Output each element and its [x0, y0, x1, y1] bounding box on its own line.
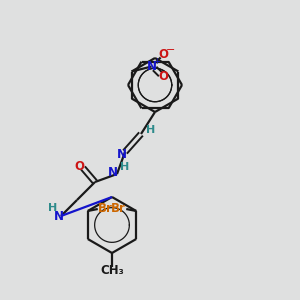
Text: −: − [166, 46, 175, 56]
Text: O: O [74, 160, 84, 172]
Text: O: O [159, 48, 169, 61]
Text: H: H [120, 162, 130, 172]
Text: O: O [159, 70, 169, 83]
Text: N: N [147, 60, 157, 73]
Text: Br: Br [111, 202, 126, 214]
Text: H: H [146, 125, 156, 135]
Text: N: N [54, 209, 64, 223]
Text: CH₃: CH₃ [100, 265, 124, 278]
Text: N: N [108, 166, 118, 178]
Text: H: H [48, 203, 58, 213]
Text: Br: Br [98, 202, 113, 214]
Text: +: + [153, 57, 160, 66]
Text: N: N [117, 148, 127, 160]
